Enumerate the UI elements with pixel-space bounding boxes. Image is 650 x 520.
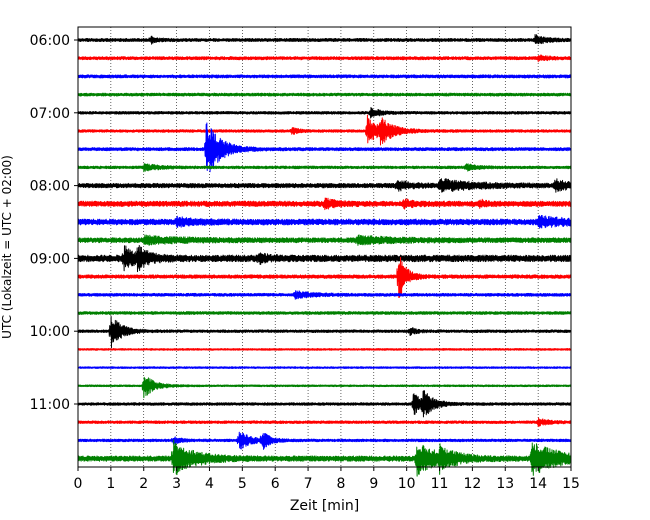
trace-row	[77, 122, 572, 173]
trace-row	[77, 256, 572, 298]
trace-row	[77, 311, 572, 315]
trace-row	[77, 34, 572, 45]
traces	[77, 34, 572, 477]
x-tick-label: 11	[431, 476, 449, 492]
trace-row	[77, 376, 572, 399]
trace-row	[77, 348, 572, 351]
trace-row	[77, 417, 572, 428]
x-tick-label: 2	[139, 476, 148, 492]
x-tick-label: 15	[562, 476, 580, 492]
trace-row	[77, 74, 572, 79]
x-tick-label: 0	[74, 476, 83, 492]
x-tick-label: 13	[496, 476, 514, 492]
trace-row	[77, 234, 572, 246]
y-tick-label: 10:00	[30, 324, 70, 340]
trace-row	[77, 114, 572, 146]
trace-row	[77, 366, 572, 369]
trace-row	[77, 214, 572, 229]
x-tick-label: 8	[336, 476, 345, 492]
y-axis-label: UTC (Lokalzeit = UTC + 02:00)	[0, 155, 14, 339]
trace-row	[77, 197, 572, 211]
x-tick-label: 6	[271, 476, 280, 492]
y-tick-label: 11:00	[30, 397, 70, 413]
plot-frame	[77, 26, 572, 468]
trace-row	[77, 107, 572, 119]
trace-row	[77, 245, 572, 273]
y-tick-label: 06:00	[30, 33, 70, 49]
y-tick-label: 07:00	[30, 106, 70, 122]
x-tick-label: 1	[106, 476, 115, 492]
grid-lines	[110, 27, 539, 467]
x-tick-label: 4	[205, 476, 214, 492]
trace-row	[77, 178, 572, 193]
trace-row	[77, 163, 572, 173]
x-tick-label: 9	[369, 476, 378, 492]
x-tick-label: 14	[529, 476, 547, 492]
x-tick-label: 5	[238, 476, 247, 492]
y-axis: 06:00 07:00 08:00 09:00 10:00 11:00	[30, 33, 78, 413]
y-tick-label: 09:00	[30, 251, 70, 267]
y-tick-label: 08:00	[30, 179, 70, 195]
x-axis-label: Zeit [min]	[290, 498, 359, 514]
trace-row	[77, 439, 572, 477]
x-axis: 0 1 2 3 4 5 6 7 8 9 10 11 12 13 14 15	[74, 467, 580, 492]
x-tick-label: 10	[398, 476, 416, 492]
trace-row	[77, 290, 572, 300]
trace-row	[77, 54, 572, 63]
x-tick-label: 3	[172, 476, 181, 492]
trace-row	[77, 431, 572, 450]
trace-row	[77, 390, 572, 418]
x-tick-label: 12	[463, 476, 481, 492]
trace-row	[77, 315, 572, 349]
trace-row	[77, 92, 572, 97]
x-tick-label: 7	[304, 476, 313, 492]
